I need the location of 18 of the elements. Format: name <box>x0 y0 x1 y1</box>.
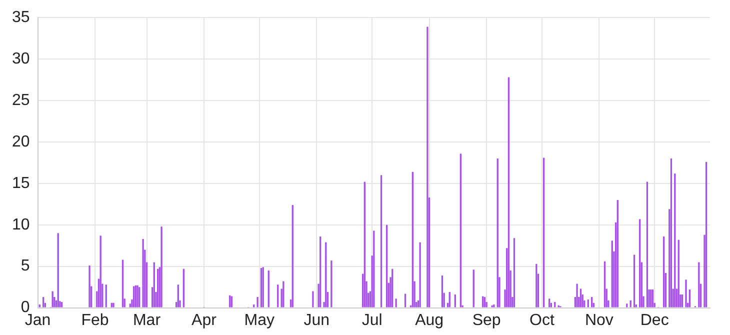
y-tick-label: 35 <box>12 9 30 26</box>
x-tick-label: May <box>244 312 275 329</box>
y-tick-label: 30 <box>12 50 30 68</box>
y-tick-label: 25 <box>12 92 30 109</box>
x-tick-label: Mar <box>132 312 162 329</box>
x-tick-label: Sep <box>472 312 501 329</box>
x-tick-label: Jul <box>362 312 382 329</box>
y-tick-label: 15 <box>12 174 30 192</box>
y-tick-label: 10 <box>12 216 30 234</box>
x-tick-label: Aug <box>415 312 444 329</box>
x-tick-label: Feb <box>81 312 109 329</box>
y-tick-label: 20 <box>12 133 30 150</box>
x-tick-label: Oct <box>530 312 555 329</box>
x-tick-label: Apr <box>192 312 218 329</box>
x-tick-label: Dec <box>640 312 669 329</box>
x-tick-label: Nov <box>584 312 614 329</box>
x-tick-label: Jun <box>304 312 330 329</box>
y-tick-label: 5 <box>20 258 30 275</box>
